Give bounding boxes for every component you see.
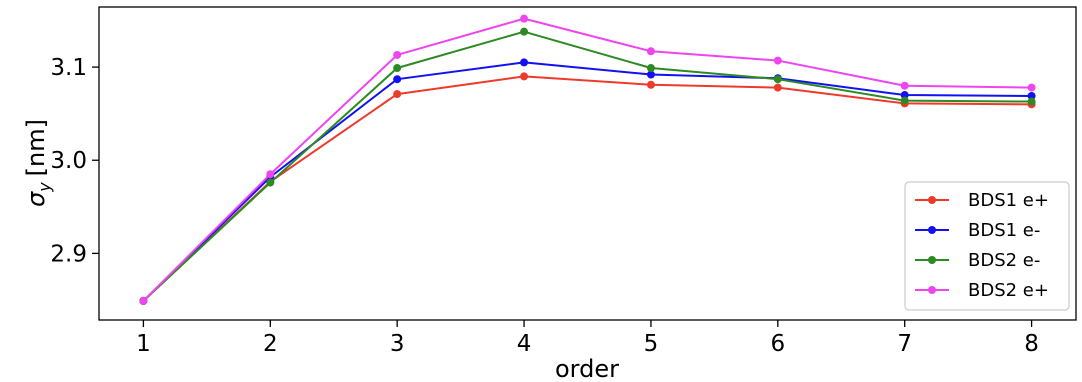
data-point <box>520 72 529 81</box>
x-tick-label: 7 <box>897 331 912 357</box>
data-point <box>266 178 275 187</box>
y-axis-title-unit: [nm] <box>22 119 50 176</box>
data-point <box>1027 83 1036 92</box>
legend-item: BDS2 e- <box>915 250 1040 271</box>
legend-marker <box>928 286 936 294</box>
data-point <box>646 70 655 79</box>
legend-marker <box>928 256 936 264</box>
data-point <box>773 56 782 65</box>
data-point <box>1027 91 1036 100</box>
y-axis-title-subscript: y <box>35 182 54 193</box>
series-line <box>142 75 1032 302</box>
y-tick-label: 3.1 <box>50 55 87 81</box>
plot-frame <box>98 6 1077 321</box>
legend-label: BDS2 e- <box>968 250 1040 271</box>
legend-label: BDS1 e- <box>968 220 1040 241</box>
legend: BDS1 e+ BDS1 e- BDS2 e- BDS2 e+ <box>904 181 1070 311</box>
legend-label: BDS2 e+ <box>968 280 1049 301</box>
x-axis-title: order <box>555 355 619 382</box>
data-point <box>393 50 402 59</box>
legend-label: BDS1 e+ <box>968 190 1049 211</box>
data-point <box>393 90 402 99</box>
data-point <box>900 96 909 105</box>
y-axis-title-symbol: σ <box>22 191 50 207</box>
data-point <box>773 83 782 92</box>
series-bds1-eplus <box>139 72 1036 305</box>
x-tick-label: 5 <box>644 331 659 357</box>
legend-item: BDS1 e+ <box>915 190 1049 211</box>
data-point <box>646 47 655 56</box>
series-layer <box>139 14 1036 305</box>
x-tick-label: 6 <box>771 331 786 357</box>
x-tick-label: 3 <box>390 331 405 357</box>
legend-items: BDS1 e+ BDS1 e- BDS2 e- BDS2 e+ <box>915 190 1049 301</box>
legend-item: BDS2 e+ <box>915 280 1049 301</box>
x-tick-label: 8 <box>1024 331 1039 357</box>
data-point <box>900 81 909 90</box>
series-bds2-eminus <box>139 27 1036 305</box>
y-tick-label: 2.9 <box>50 241 87 267</box>
data-point <box>393 64 402 73</box>
legend-item: BDS1 e- <box>915 220 1040 241</box>
data-point <box>520 58 529 67</box>
x-tick-label: 2 <box>263 331 278 357</box>
series-bds2-eplus <box>139 14 1036 305</box>
data-point <box>646 64 655 73</box>
data-point <box>393 75 402 84</box>
data-point <box>266 170 275 179</box>
legend-box <box>904 181 1070 311</box>
y-axis-ticks: 2.9 3.0 3.1 <box>50 55 99 267</box>
series-line <box>142 30 1032 302</box>
series-line <box>142 17 1032 302</box>
data-point <box>900 91 909 100</box>
y-axis-title: σy [nm] <box>22 119 54 207</box>
data-point <box>773 75 782 84</box>
legend-marker <box>928 226 936 234</box>
y-tick-label: 3.0 <box>50 148 87 174</box>
data-point <box>520 14 529 23</box>
data-point <box>520 27 529 36</box>
data-point <box>1027 97 1036 106</box>
data-point <box>139 296 148 305</box>
legend-marker <box>928 196 936 204</box>
x-tick-label: 4 <box>517 331 532 357</box>
x-axis-ticks: 1 2 3 4 5 6 7 8 <box>136 320 1039 357</box>
data-point <box>646 80 655 89</box>
series-line <box>142 61 1032 302</box>
x-tick-label: 1 <box>136 331 151 357</box>
